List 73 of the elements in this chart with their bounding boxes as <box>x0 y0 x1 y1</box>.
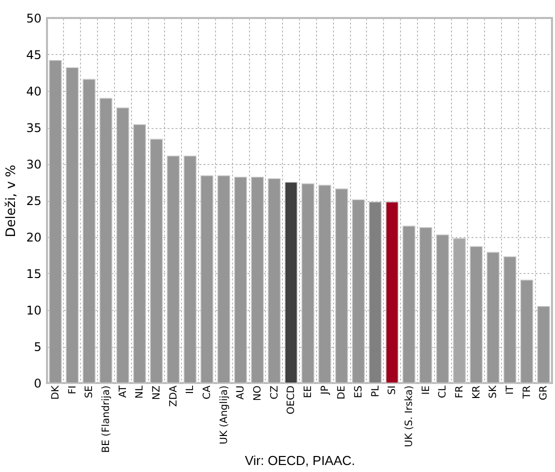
bar <box>537 306 550 384</box>
x-tick-label: ES <box>353 386 364 398</box>
bar <box>184 156 197 384</box>
x-tick-label: UK (S. Irska) <box>404 385 415 448</box>
bar <box>234 176 248 384</box>
bar <box>250 176 264 384</box>
y-tick-label: 0 <box>34 376 42 390</box>
bar <box>486 252 500 384</box>
x-tick-label: FR <box>454 385 466 398</box>
bar <box>66 67 79 384</box>
x-tick-label: DK <box>50 385 62 400</box>
x-tick-label: EE <box>302 386 314 398</box>
bar <box>520 280 534 384</box>
bar <box>217 175 230 384</box>
x-tick-label: KR <box>471 385 482 400</box>
x-tick-label: TR <box>522 385 533 400</box>
x-tick-label: BE (Flandrija) <box>100 385 112 453</box>
bar <box>48 60 62 384</box>
x-tick-label: ZDA <box>168 385 180 407</box>
bar <box>150 138 163 384</box>
x-tick-label: JP <box>320 386 331 396</box>
bar <box>452 238 466 384</box>
x-tick-label: IE <box>420 386 432 395</box>
bar <box>268 178 281 384</box>
y-tick-label: 15 <box>26 267 42 281</box>
bar <box>503 256 516 384</box>
x-tick-label: GR <box>538 385 550 400</box>
x-tick-label: UK (Anglija) <box>218 385 230 444</box>
x-tick-label: NL <box>134 385 146 399</box>
bar <box>335 188 348 384</box>
bar <box>368 202 382 384</box>
x-tick-label: SE <box>84 386 96 398</box>
y-axis-title: Deleži, v % <box>4 164 20 238</box>
bar <box>301 183 314 384</box>
bar <box>82 78 96 384</box>
bar <box>386 202 399 384</box>
x-tick-label: CZ <box>269 385 280 400</box>
y-tick-label: 45 <box>26 48 42 62</box>
x-tick-label: CA <box>202 385 213 400</box>
bar <box>116 107 130 384</box>
bar <box>284 182 298 384</box>
y-tick-label: 40 <box>26 84 42 98</box>
y-tick-label: 25 <box>26 194 42 208</box>
text: Vir: OECD, PIAAC. <box>244 452 356 468</box>
bar <box>318 184 332 384</box>
x-tick-label: SI <box>387 386 398 395</box>
bar <box>133 124 146 384</box>
x-tick-label: DE <box>336 386 348 400</box>
bar <box>200 175 214 384</box>
bar <box>419 227 432 384</box>
x-tick-label: PL <box>370 385 382 398</box>
bar <box>166 156 180 384</box>
bar <box>352 199 365 384</box>
x-tick-label: CL <box>438 385 449 398</box>
y-tick-label: 5 <box>34 340 42 354</box>
bar <box>99 98 112 384</box>
x-tick-label: NZ <box>151 385 162 400</box>
x-tick-label: NO <box>252 385 264 401</box>
x-tick-label: OECD <box>286 385 298 414</box>
y-tick-label: 35 <box>26 121 42 135</box>
y-tick-label: 50 <box>26 12 42 26</box>
bar <box>402 226 416 384</box>
x-tick-label: IT <box>504 384 516 395</box>
y-tick-label: 30 <box>26 158 42 172</box>
bar <box>470 246 483 384</box>
x-tick-label: AU <box>236 386 247 400</box>
bar <box>436 234 450 384</box>
y-tick-label: 20 <box>26 230 42 244</box>
x-tick-label: IL <box>185 385 196 394</box>
y-tick-label: 10 <box>26 304 42 318</box>
x-tick-label: SK <box>488 385 500 398</box>
x-tick-label: AT <box>118 384 129 398</box>
x-tick-label: FI <box>67 386 78 394</box>
